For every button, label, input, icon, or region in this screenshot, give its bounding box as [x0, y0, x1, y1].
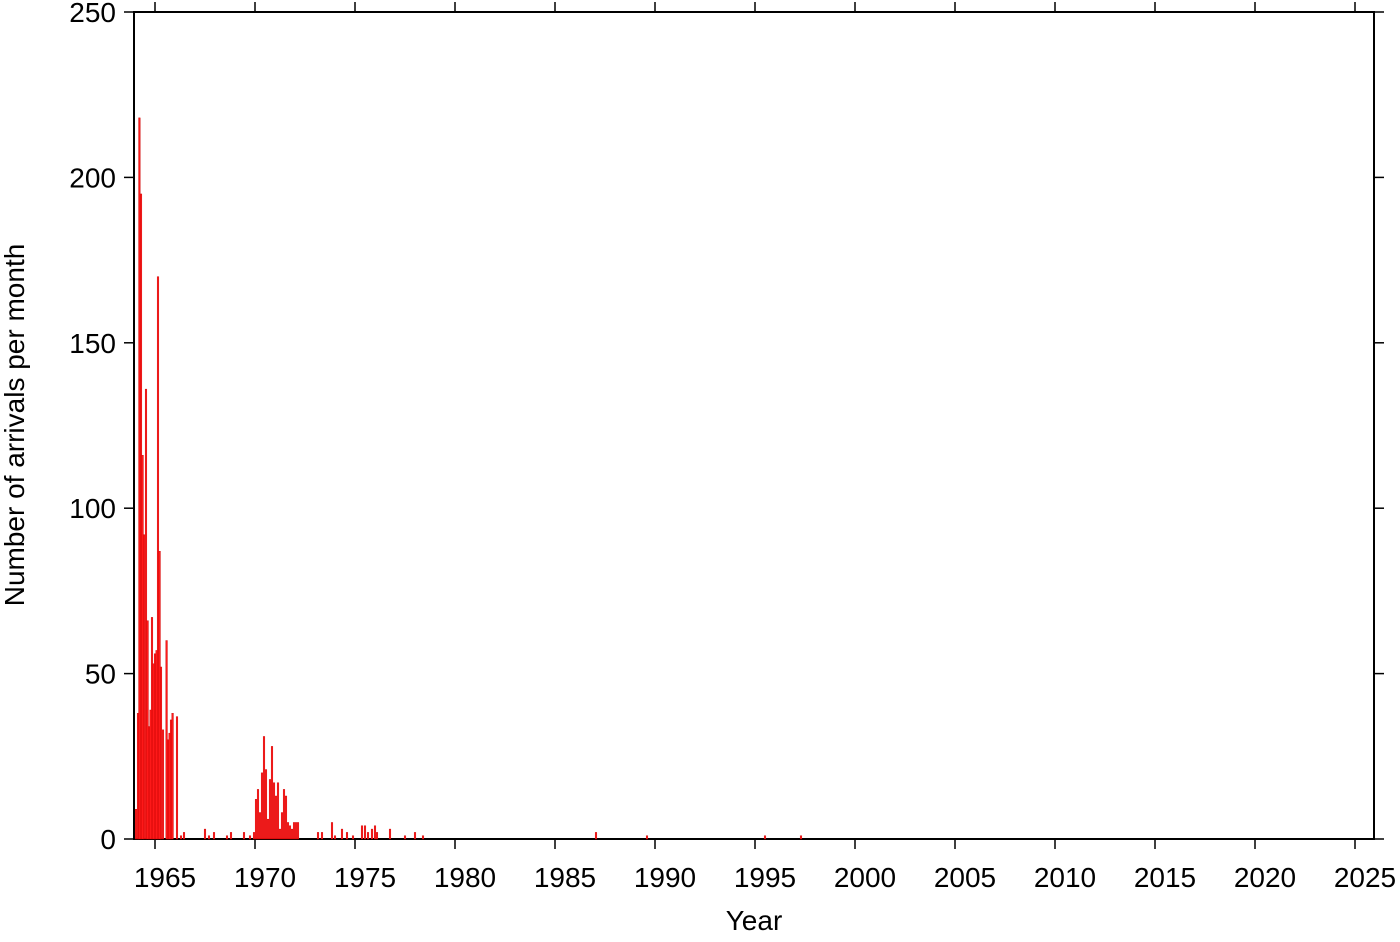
bar	[225, 835, 229, 840]
bar	[276, 782, 280, 840]
bar	[262, 736, 266, 840]
bar	[375, 832, 379, 840]
bar	[340, 828, 344, 840]
x-tick-label: 1965	[134, 862, 196, 893]
bar	[333, 835, 337, 840]
bar	[282, 789, 286, 840]
bar	[413, 832, 417, 840]
bar	[351, 835, 355, 840]
bar	[292, 822, 296, 840]
y-tick-label: 50	[85, 659, 116, 690]
y-tick-label: 150	[69, 328, 116, 359]
bar	[248, 835, 252, 840]
bar	[288, 825, 292, 840]
bar	[280, 812, 284, 840]
bar	[272, 782, 276, 840]
bar	[179, 835, 183, 840]
x-tick-label: 1980	[434, 862, 496, 893]
x-tick-label: 2000	[834, 862, 896, 893]
x-tick-label: 1970	[234, 862, 296, 893]
y-tick-label: 100	[69, 493, 116, 524]
x-tick-label: 1995	[734, 862, 796, 893]
plot-frame	[133, 11, 1375, 840]
bar	[182, 832, 186, 840]
bar	[373, 825, 377, 840]
bar	[645, 835, 649, 840]
bar	[258, 812, 262, 840]
bar	[203, 828, 207, 840]
bar	[278, 828, 282, 840]
bar	[290, 828, 294, 840]
bar	[175, 716, 179, 840]
bar	[134, 809, 138, 840]
bar	[252, 832, 256, 840]
bar	[254, 799, 258, 840]
bar	[144, 388, 148, 840]
x-tick-label: 1975	[334, 862, 396, 893]
bar	[360, 825, 364, 840]
x-tick-label: 2010	[1034, 862, 1096, 893]
x-tick-label: 2005	[934, 862, 996, 893]
x-tick-label: 2025	[1334, 862, 1396, 893]
bar	[256, 789, 260, 840]
x-tick-label: 2020	[1234, 862, 1296, 893]
bar	[363, 825, 367, 840]
bar	[212, 832, 216, 840]
x-tick-label: 1985	[534, 862, 596, 893]
bar	[207, 835, 211, 840]
bar	[284, 795, 288, 840]
bar	[370, 828, 374, 840]
bar	[403, 835, 407, 840]
bar	[161, 729, 165, 840]
x-tick-label: 1990	[634, 862, 696, 893]
bar	[366, 832, 370, 840]
bar	[316, 832, 320, 840]
bar	[296, 822, 300, 840]
bar	[142, 534, 146, 840]
bar	[274, 795, 278, 840]
bar	[320, 832, 324, 840]
bar	[345, 832, 349, 840]
bar	[799, 835, 803, 840]
x-tick-label: 2015	[1134, 862, 1196, 893]
y-tick-label: 250	[69, 0, 116, 28]
bar	[294, 822, 298, 840]
bar	[159, 666, 163, 840]
bar	[330, 822, 334, 840]
bar	[171, 713, 174, 840]
bar	[229, 832, 233, 840]
bar	[264, 769, 268, 840]
bar	[266, 818, 270, 840]
bar	[763, 835, 767, 840]
bar	[270, 746, 274, 840]
bar	[421, 835, 425, 840]
bar	[286, 822, 290, 840]
bar	[242, 832, 246, 840]
y-axis-title: Number of arrivals per month	[0, 244, 30, 607]
bar	[268, 779, 272, 840]
bar	[388, 828, 392, 840]
x-axis-title: Year	[726, 905, 783, 936]
y-tick-label: 200	[69, 162, 116, 193]
bar	[260, 772, 264, 840]
bar	[594, 832, 598, 840]
y-tick-label: 0	[100, 824, 116, 855]
